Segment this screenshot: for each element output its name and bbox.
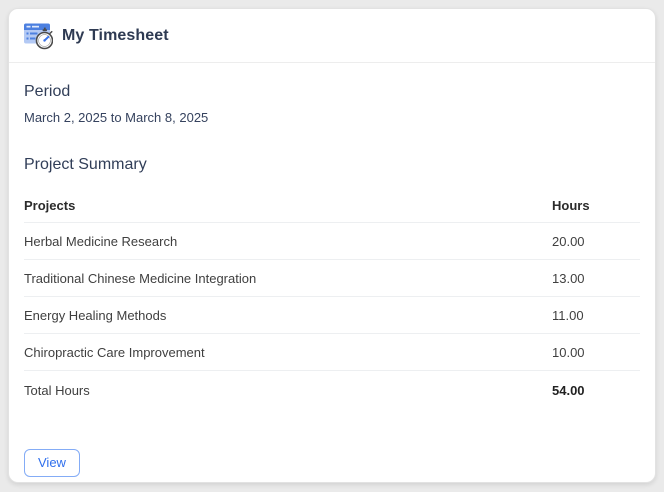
project-hours: 11.00: [552, 308, 584, 323]
project-name: Energy Healing Methods: [24, 308, 167, 323]
project-hours: 13.00: [552, 271, 585, 286]
project-name: Chiropractic Care Improvement: [24, 345, 205, 360]
column-header-projects: Projects: [24, 198, 76, 213]
period-range: March 2, 2025 to March 8, 2025: [24, 110, 209, 125]
table-row: Chiropractic Care Improvement 10.00: [24, 334, 640, 371]
table-header-row: Projects Hours: [24, 189, 640, 223]
my-timesheet-card: My Timesheet Period March 2, 2025 to Mar…: [8, 8, 656, 483]
table-row: Traditional Chinese Medicine Integration…: [24, 260, 640, 297]
table-row: Herbal Medicine Research 20.00: [24, 223, 640, 260]
card-header: My Timesheet: [9, 9, 655, 63]
project-hours: 10.00: [552, 345, 585, 360]
total-label: Total Hours: [24, 383, 90, 398]
project-name: Traditional Chinese Medicine Integration: [24, 271, 257, 286]
card-body: Period March 2, 2025 to March 8, 2025 Pr…: [9, 83, 655, 477]
timesheet-icon: [23, 20, 54, 52]
project-name: Herbal Medicine Research: [24, 234, 178, 249]
card-title: My Timesheet: [62, 26, 169, 44]
project-summary-table: Projects Hours Herbal Medicine Research …: [24, 189, 640, 410]
project-hours: 20.00: [552, 234, 585, 249]
period-heading: Period: [24, 83, 71, 100]
table-row: Energy Healing Methods 11.00: [24, 297, 640, 334]
view-button[interactable]: View: [24, 449, 80, 477]
column-header-hours: Hours: [552, 198, 590, 213]
project-summary-heading: Project Summary: [24, 156, 147, 173]
total-row: Total Hours 54.00: [24, 371, 640, 410]
total-hours-value: 54.00: [552, 383, 585, 398]
